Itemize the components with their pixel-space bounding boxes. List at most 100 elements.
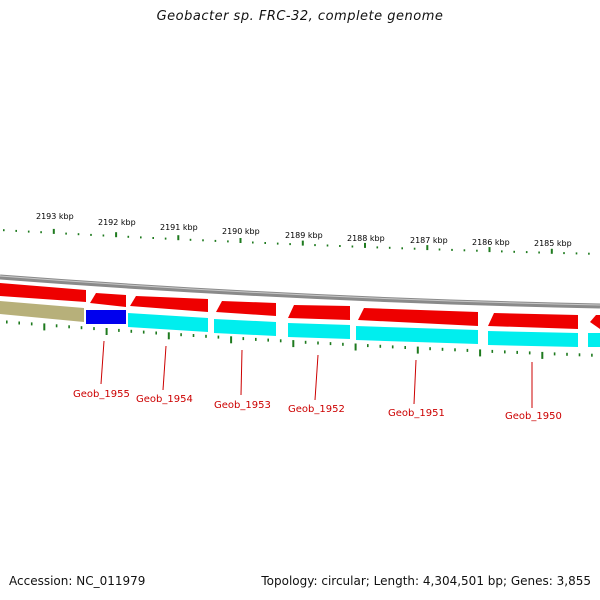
tick-mark — [177, 235, 180, 241]
gene-leader-line — [314, 354, 319, 401]
tick-mark — [77, 233, 80, 236]
tick-mark — [152, 237, 154, 239]
gene-label-geob-1954: Geob_1954 — [136, 394, 193, 405]
tick-mark — [40, 231, 42, 234]
gene-label-leaders — [100, 340, 533, 408]
kbp-label: 2188 kbp — [347, 234, 385, 243]
tick-mark — [438, 248, 441, 251]
cds-feature — [216, 301, 276, 316]
tick-mark — [329, 342, 332, 346]
tick-mark — [118, 328, 120, 332]
olive-track-feature — [0, 301, 84, 322]
tick-mark — [115, 232, 118, 238]
tick-mark — [65, 232, 67, 235]
tick-mark — [180, 333, 182, 337]
tick-mark — [388, 246, 391, 249]
tick-mark — [214, 239, 217, 242]
tick-mark — [30, 322, 33, 326]
tick-mark — [491, 349, 494, 353]
gene-features — [0, 283, 600, 347]
tick-mark — [429, 347, 431, 351]
tick-mark — [504, 350, 506, 354]
tick-mark — [454, 348, 456, 352]
tick-mark — [479, 349, 482, 357]
tick-mark — [553, 352, 556, 356]
cds-feature — [590, 315, 600, 329]
cyan-track-feature — [288, 323, 350, 339]
tick-mark — [404, 346, 406, 349]
lower-tick-marks — [6, 320, 593, 359]
genome-title: Geobacter sp. FRC-32, complete genome — [156, 9, 444, 24]
tick-mark — [575, 252, 578, 255]
cds-feature — [130, 296, 208, 312]
kbp-label: 2189 kbp — [285, 231, 323, 240]
tick-mark — [466, 348, 469, 352]
tick-mark — [279, 339, 282, 343]
tick-mark — [525, 251, 528, 254]
tick-mark — [202, 239, 204, 242]
tick-mark — [463, 249, 466, 252]
accession-text: Accession: NC_011979 — [9, 574, 146, 588]
tick-mark — [15, 229, 17, 232]
tick-mark — [591, 353, 593, 357]
tick-mark — [3, 229, 5, 232]
tick-mark — [292, 340, 295, 348]
tick-mark — [513, 250, 515, 253]
kbp-labels: 2193 kbp 2192 kbp 2191 kbp 2190 kbp 2189… — [36, 212, 572, 248]
tick-mark — [314, 244, 316, 247]
cds-feature — [90, 293, 126, 307]
tick-mark — [304, 340, 307, 344]
gene-label-geob-1955: Geob_1955 — [73, 389, 130, 400]
tick-mark — [93, 327, 95, 331]
gene-leader-line — [162, 345, 167, 391]
tick-mark — [351, 245, 354, 248]
tick-mark — [102, 234, 105, 237]
tick-mark — [227, 240, 229, 243]
tick-mark — [276, 242, 279, 245]
highlighted-feature — [86, 310, 126, 324]
genome-backbone — [0, 274, 600, 309]
kbp-label: 2191 kbp — [160, 223, 198, 232]
tick-mark — [192, 334, 195, 337]
tick-mark — [205, 334, 207, 338]
tick-mark — [255, 337, 257, 341]
tick-mark — [550, 248, 553, 254]
cds-feature — [358, 308, 478, 326]
tick-mark — [43, 323, 46, 331]
tick-mark — [416, 346, 419, 354]
tick-mark — [267, 338, 269, 342]
tick-mark — [140, 236, 142, 239]
tick-mark — [130, 329, 133, 333]
tick-mark — [566, 352, 568, 356]
tick-mark — [354, 343, 357, 351]
tick-mark — [217, 335, 220, 339]
tick-mark — [167, 332, 170, 340]
tick-mark — [55, 324, 58, 328]
gene-leader-line — [413, 359, 417, 405]
genome-backbone-highlight — [0, 275, 600, 306]
cds-feature — [488, 313, 578, 329]
tick-mark — [339, 245, 341, 247]
tick-mark — [528, 351, 531, 355]
cyan-track-feature — [128, 313, 208, 332]
tick-mark — [488, 247, 491, 253]
cyan-track-feature — [588, 333, 600, 347]
gene-leader-line — [240, 349, 243, 396]
cds-feature — [288, 305, 350, 320]
tick-mark — [401, 247, 403, 250]
cyan-track-feature — [214, 319, 276, 336]
tick-mark — [541, 351, 544, 359]
tick-mark — [18, 321, 20, 325]
tick-mark — [252, 241, 254, 244]
tick-mark — [90, 233, 92, 236]
tick-mark — [451, 248, 453, 251]
kbp-label: 2187 kbp — [410, 236, 448, 245]
tick-mark — [367, 344, 369, 348]
tick-mark — [189, 238, 192, 241]
cds-feature — [0, 283, 86, 302]
kbp-label: 2193 kbp — [36, 212, 74, 221]
tick-mark — [578, 353, 581, 357]
gene-labels: Geob_1955 Geob_1954 Geob_1953 Geob_1952 … — [73, 389, 562, 422]
tick-mark — [563, 252, 565, 255]
kbp-label: 2186 kbp — [472, 238, 510, 247]
